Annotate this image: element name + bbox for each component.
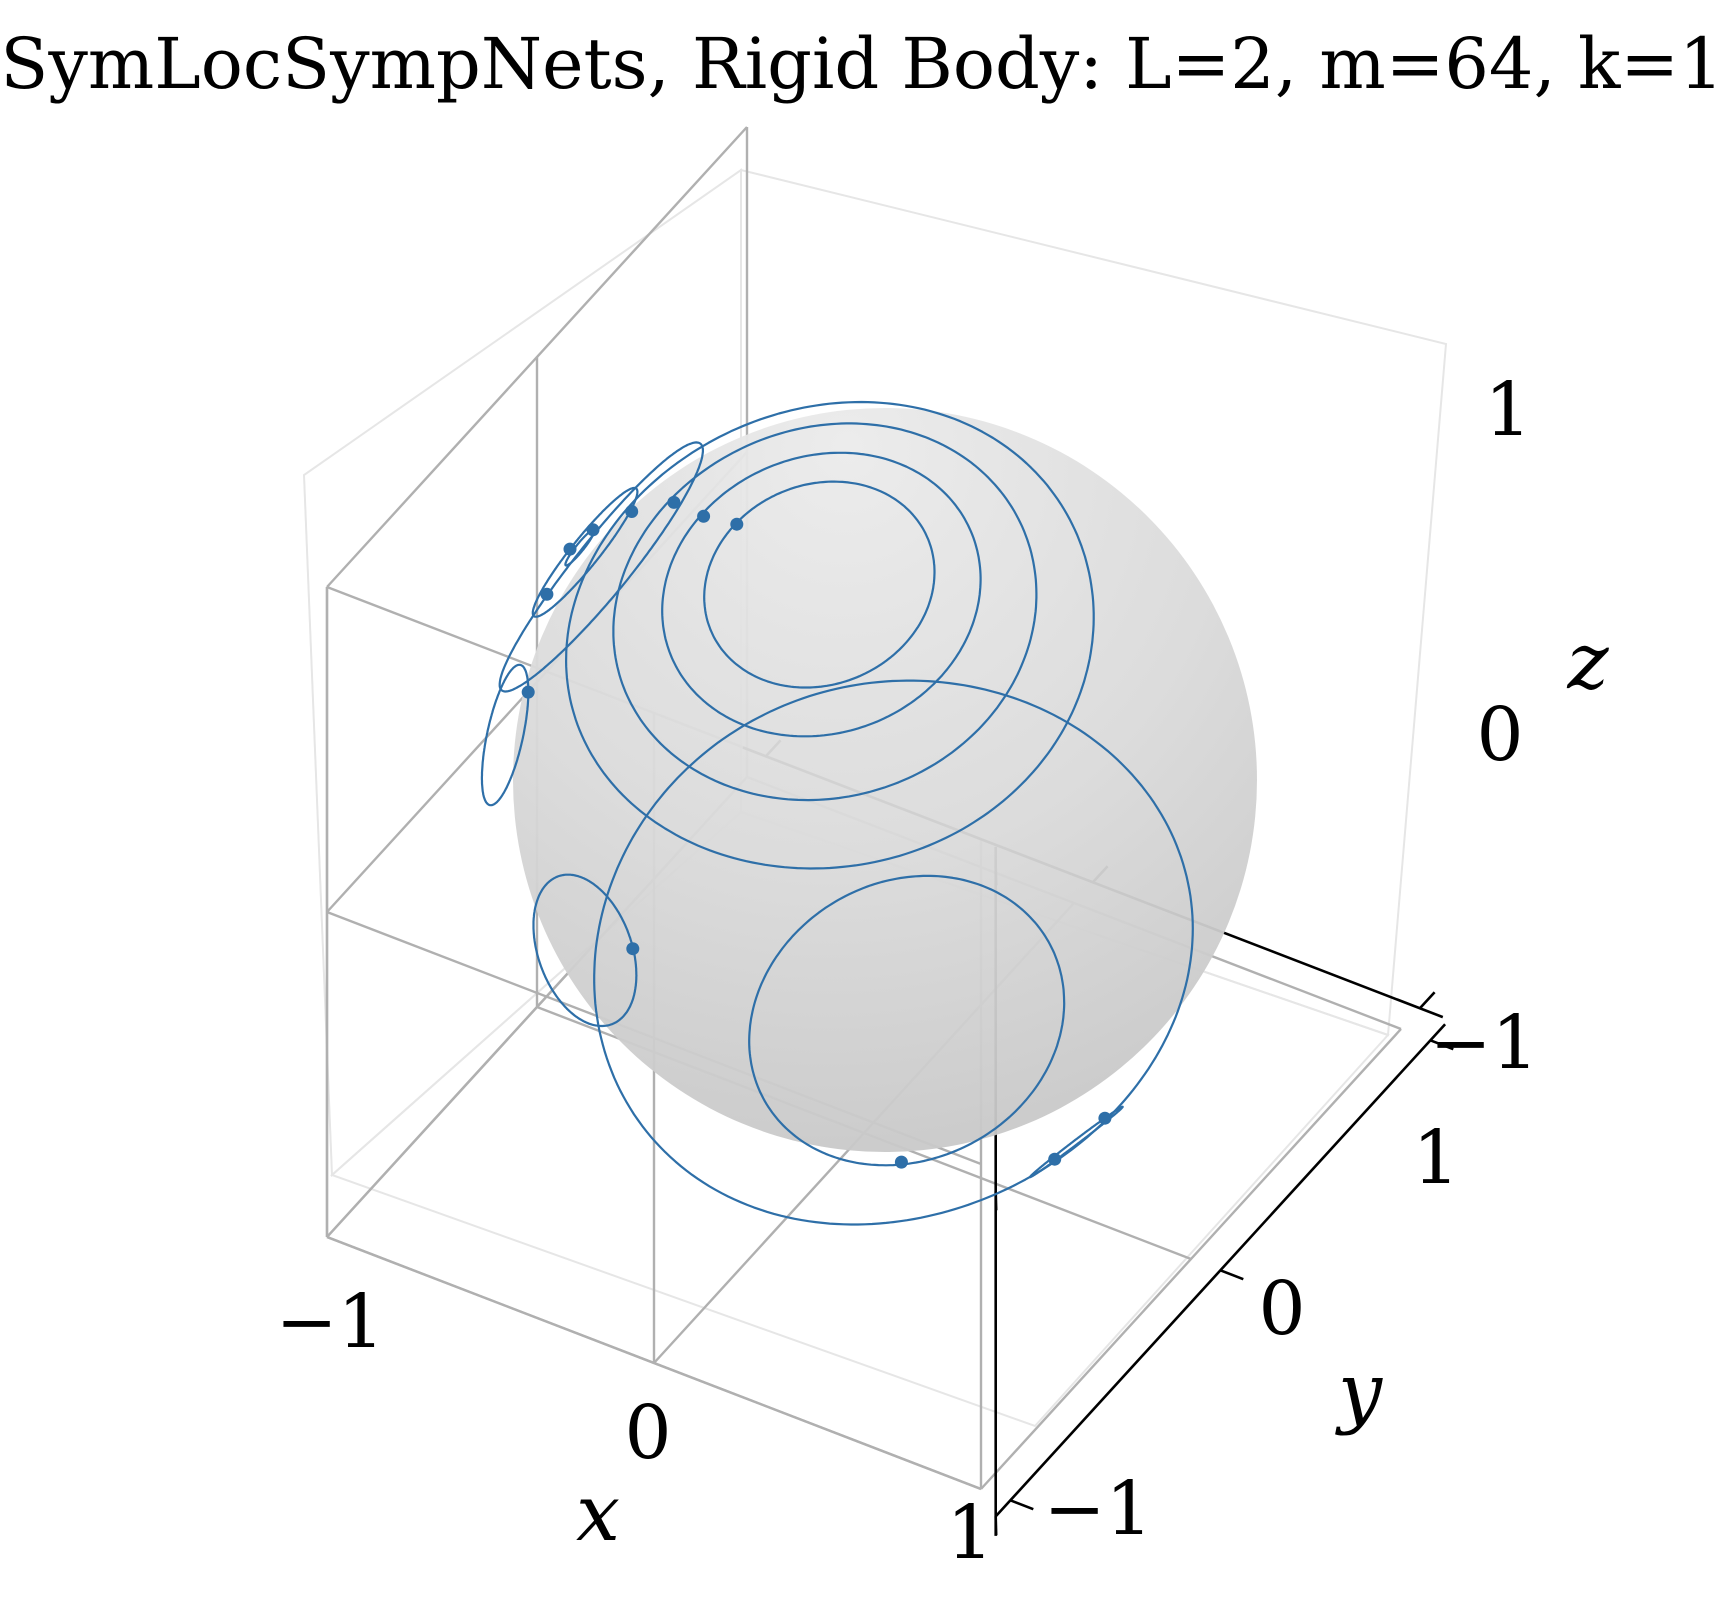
trajectory-8 — [480, 663, 530, 807]
start-point-12 — [1098, 1111, 1112, 1125]
grid-line-x-floor — [980, 1028, 1402, 1490]
y-tick-label-0: 0 — [1258, 1266, 1305, 1352]
x-axis-label: x — [576, 1469, 620, 1559]
trajectory-12 — [1029, 1105, 1124, 1179]
trajectories — [480, 400, 1194, 1226]
start-point-9 — [626, 942, 640, 956]
x-tick-label-neg1: −1 — [275, 1279, 384, 1365]
trajectory-4 — [565, 400, 1095, 870]
start-points — [521, 495, 1112, 1169]
start-point-6 — [563, 542, 577, 556]
start-point-11 — [1048, 1152, 1062, 1166]
start-point-3 — [667, 495, 681, 509]
unit-sphere-surface — [513, 408, 1257, 1152]
trajectory-3 — [612, 422, 1038, 802]
trajectory-6 — [531, 486, 639, 618]
y-tick-label-1: 1 — [1412, 1115, 1459, 1201]
start-point-4 — [625, 505, 639, 518]
trajectory-7 — [498, 441, 704, 693]
chart-title: SymLocSympNets, Rigid Body: L=2, m=64, k… — [0, 23, 1723, 105]
y-tick-label-neg1: −1 — [1043, 1466, 1152, 1552]
start-point-5 — [586, 523, 600, 537]
trajectory-2 — [661, 451, 982, 738]
tick-labels: −1 0 1 −1 0 1 1 0 −1 — [275, 367, 1538, 1576]
z-tick-label-0: 0 — [1476, 692, 1523, 778]
start-point-10 — [894, 1155, 908, 1169]
y-tick-mark — [1009, 1499, 1034, 1511]
trajectory-11 — [593, 679, 1194, 1226]
grid-line-z-left — [326, 126, 748, 588]
start-point-7 — [540, 587, 554, 601]
y-tick-mark — [1219, 1269, 1244, 1281]
start-point-8 — [521, 685, 535, 699]
trajectory-1 — [703, 480, 936, 689]
x-tick-label-0: 0 — [624, 1390, 671, 1476]
trajectory-9 — [532, 873, 638, 1028]
axis-labels: x y z — [576, 617, 1609, 1559]
z-axis-label: z — [1566, 617, 1609, 707]
start-point-1 — [730, 517, 744, 531]
x-tick-mark — [1418, 991, 1436, 1010]
y-tick-mark — [1429, 1039, 1454, 1051]
start-point-2 — [697, 509, 711, 523]
y-axis-label: y — [1335, 1347, 1383, 1437]
x-tick-label-1: 1 — [946, 1490, 993, 1576]
z-tick-label-neg1: −1 — [1429, 1000, 1538, 1086]
grid-line-y-floor — [326, 1235, 982, 1491]
z-tick-label-1: 1 — [1484, 367, 1531, 453]
trajectory-10 — [748, 874, 1066, 1167]
z-tick-mark — [994, 1516, 998, 1536]
